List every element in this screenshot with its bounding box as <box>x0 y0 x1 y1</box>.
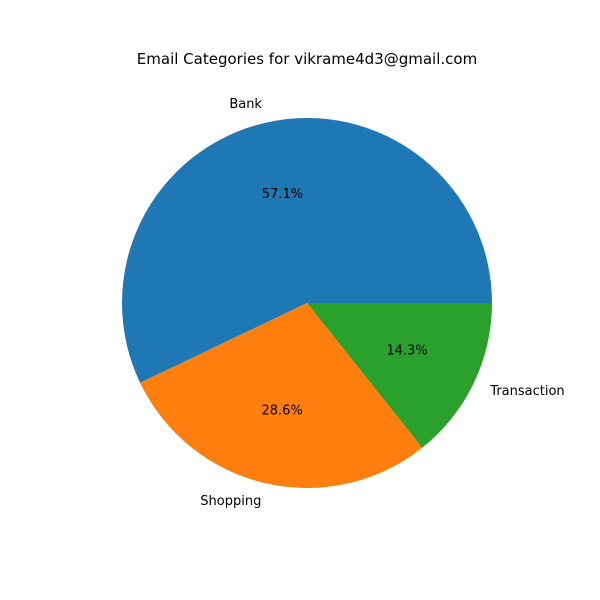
pie-slice-bank <box>122 118 493 383</box>
pie-slice-transaction <box>307 303 492 448</box>
slice-label-bank: Bank <box>229 97 262 112</box>
slice-percent-transaction: 14.3% <box>386 344 427 359</box>
slice-percent-shopping: 28.6% <box>261 404 302 419</box>
labels-layer: Bank 57.1% Shopping 28.6% Transaction 14.3% <box>200 97 564 509</box>
slice-percent-bank: 57.1% <box>262 187 303 202</box>
slice-label-shopping: Shopping <box>200 494 261 509</box>
pie-slice-shopping <box>140 303 423 489</box>
slice-label-transaction: Transaction <box>489 384 564 399</box>
slices-layer <box>122 118 493 489</box>
chart-title: Email Categories for vikrame4d3@gmail.co… <box>137 50 477 68</box>
